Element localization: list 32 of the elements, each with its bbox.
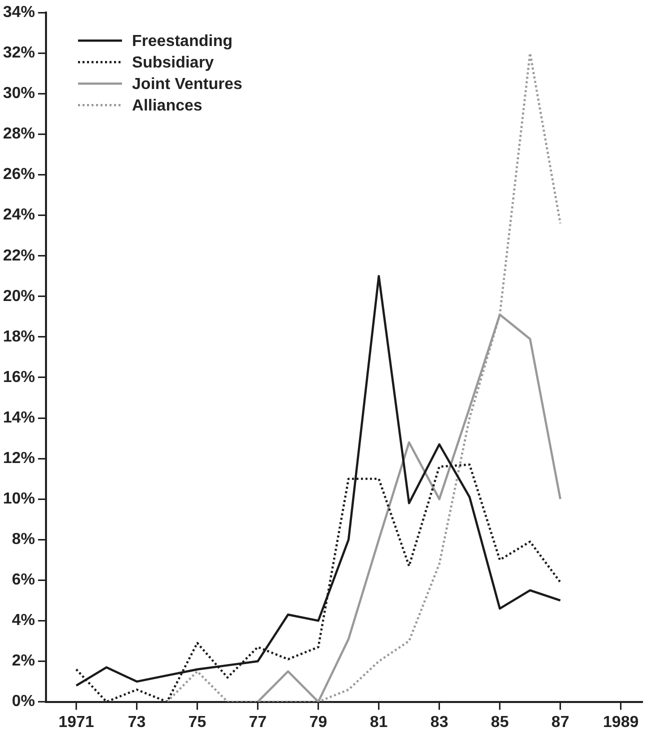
y-tick-label: 28%	[2, 126, 36, 143]
y-tick-label: 16%	[2, 368, 36, 386]
y-tick-label: 30%	[2, 85, 36, 102]
y-tick-label: 34%	[2, 4, 36, 22]
x-tick-label: 1989	[603, 714, 639, 731]
x-tick-label: 85	[490, 714, 509, 731]
y-tick-label: 32%	[2, 44, 36, 62]
x-tick-label: 81	[370, 714, 388, 731]
y-tick-label: 22%	[2, 247, 36, 264]
legend-label: Alliances	[132, 98, 202, 115]
x-tick-label: 75	[188, 714, 206, 731]
x-tick-label: 79	[309, 714, 328, 731]
x-tick-label: 77	[248, 714, 267, 731]
y-tick-label: 18%	[2, 328, 36, 346]
y-tick-label: 12%	[2, 450, 36, 467]
y-tick-label: 2%	[12, 652, 36, 670]
y-tick-label: 24%	[2, 206, 36, 224]
y-tick-label: 26%	[2, 166, 36, 184]
y-tick-label: 4%	[12, 612, 36, 630]
y-tick-label: 10%	[2, 490, 36, 508]
y-tick-label: 8%	[12, 531, 36, 548]
x-tick-label: 87	[551, 714, 570, 731]
x-tick-label: 83	[430, 714, 448, 731]
y-tick-label: 14%	[2, 409, 36, 426]
legend-label: Freestanding	[132, 33, 232, 50]
y-tick-label: 6%	[12, 572, 36, 589]
y-tick-label: 20%	[2, 288, 36, 305]
legend-label: Joint Ventures	[132, 76, 242, 94]
legend-label: Subsidiary	[132, 54, 214, 72]
x-tick-label: 1971	[58, 714, 94, 731]
x-tick-label: 73	[128, 714, 146, 731]
y-tick-label: 0%	[12, 693, 36, 710]
